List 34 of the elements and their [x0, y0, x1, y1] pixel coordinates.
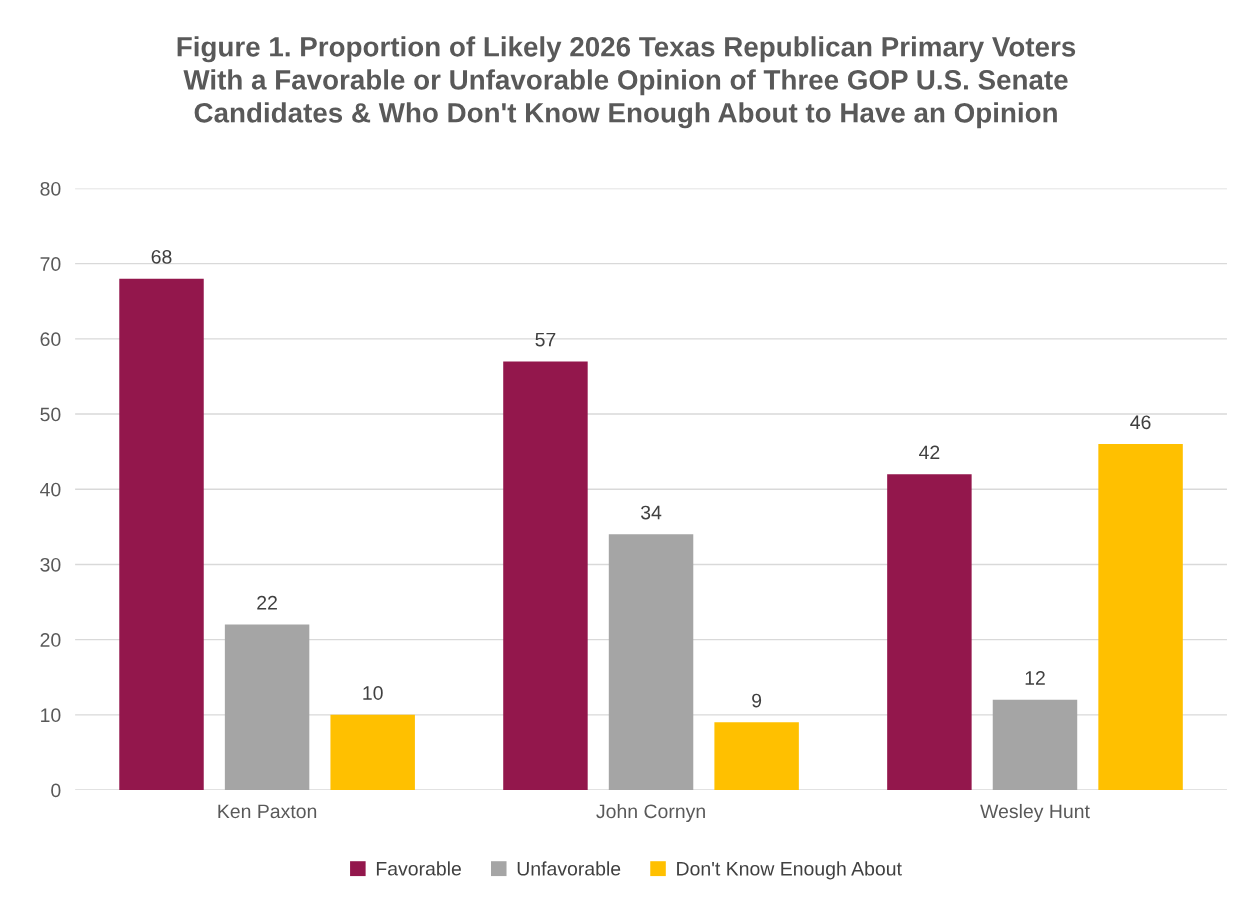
- data-label: 42: [919, 445, 940, 460]
- data-label: 68: [151, 249, 172, 264]
- y-tick-label: 0: [51, 783, 61, 798]
- data-label: 34: [640, 505, 662, 520]
- data-label: 12: [1025, 671, 1045, 685]
- legend-label: Don't Know Enough About: [677, 861, 902, 880]
- chart-title: Figure 1. Proportion of Likely 2026 Texas Republican Primary Voters With a Favorable or Unfavorable Opinion of Three GOP U.S. Senate Candidates & Who Don't Know Enough About to Have an Opinion: [177, 36, 1076, 129]
- bar: [608, 534, 694, 791]
- x-tick-label: Wesley Hunt: [980, 803, 1090, 823]
- x-tick-label: John Cornyn: [596, 803, 705, 823]
- data-label: 46: [1130, 415, 1151, 430]
- data-label: 57: [535, 332, 556, 347]
- x-tick-label: Ken Paxton: [218, 804, 317, 819]
- bar: [224, 624, 310, 791]
- bar: [119, 278, 204, 791]
- bar: [1098, 444, 1183, 791]
- bar: [992, 699, 1078, 791]
- y-tick-label: 80: [40, 181, 61, 196]
- bar: [503, 361, 588, 791]
- y-tick-label: 40: [40, 482, 61, 497]
- bar: [330, 714, 415, 791]
- data-label: 10: [363, 686, 383, 700]
- y-tick-label: 50: [40, 407, 61, 422]
- y-tick-label: 60: [40, 332, 61, 347]
- data-label: 9: [752, 693, 762, 708]
- data-label: 22: [257, 595, 277, 610]
- legend-label: Unfavorable: [517, 861, 621, 876]
- y-tick-label: 20: [40, 633, 61, 647]
- legend-label: Favorable: [376, 861, 461, 876]
- y-tick-label: 70: [40, 257, 61, 271]
- bar: [714, 722, 799, 791]
- bar: [887, 474, 972, 791]
- y-tick-label: 30: [40, 557, 61, 572]
- y-tick-label: 10: [41, 708, 61, 723]
